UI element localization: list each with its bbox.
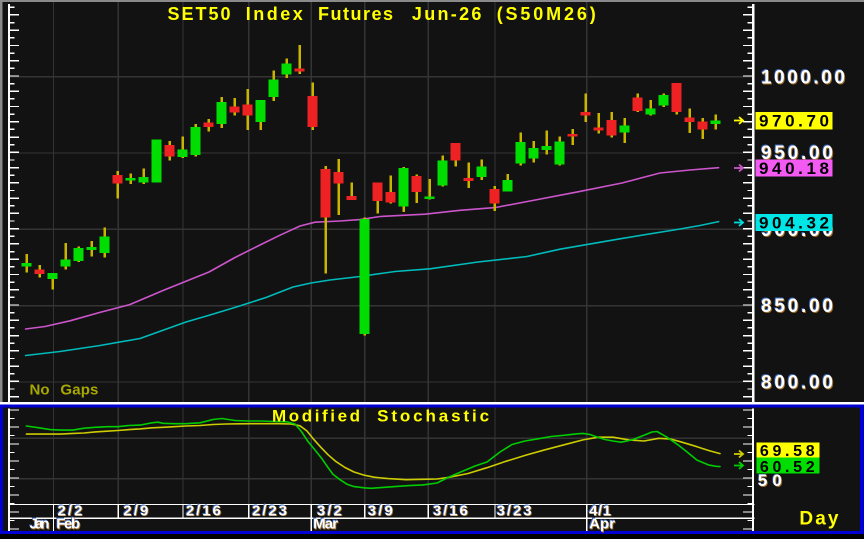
- svg-text:2/2: 2/2: [57, 502, 82, 519]
- svg-text:904.32: 904.32: [759, 214, 829, 233]
- svg-text:4/1: 4/1: [589, 502, 611, 519]
- svg-text:950.00: 950.00: [760, 142, 832, 163]
- svg-text:3/2: 3/2: [316, 502, 341, 519]
- svg-text:3/2: 3/2: [317, 502, 342, 519]
- svg-text:Feb: Feb: [56, 516, 80, 533]
- svg-text:Mar: Mar: [312, 515, 337, 532]
- svg-text:3/9: 3/9: [367, 502, 392, 519]
- svg-text:4/1: 4/1: [590, 503, 612, 520]
- svg-text:2/16: 2/16: [186, 502, 221, 519]
- svg-text:800.00: 800.00: [761, 373, 833, 394]
- svg-text:2/2: 2/2: [58, 503, 83, 520]
- svg-text:Feb: Feb: [57, 516, 81, 533]
- svg-text:3/2: 3/2: [318, 503, 343, 520]
- svg-text:Stochastic: Stochastic: [377, 406, 489, 425]
- svg-text:Apr: Apr: [588, 515, 614, 532]
- svg-text:Gaps: Gaps: [60, 382, 98, 399]
- svg-text:3/9: 3/9: [368, 502, 393, 519]
- svg-text:(S50M26): (S50M26): [497, 4, 596, 24]
- svg-text:850.00: 850.00: [761, 296, 833, 317]
- svg-text:940.18: 940.18: [759, 159, 829, 178]
- svg-text:2/9: 2/9: [123, 502, 148, 519]
- svg-text:3/23: 3/23: [497, 502, 532, 519]
- svg-text:Jun-26: Jun-26: [412, 4, 482, 24]
- svg-text:Index: Index: [246, 4, 303, 24]
- svg-text:1000.00: 1000.00: [760, 67, 844, 88]
- svg-text:Feb: Feb: [55, 515, 79, 532]
- svg-text:69.58: 69.58: [760, 443, 815, 460]
- svg-text:1000.00: 1000.00: [762, 68, 846, 89]
- svg-text:Mar: Mar: [313, 516, 338, 533]
- svg-text:2/9: 2/9: [123, 502, 148, 519]
- svg-text:Modified: Modified: [272, 406, 360, 425]
- svg-text:4/1: 4/1: [588, 502, 610, 519]
- svg-text:Apr: Apr: [589, 516, 615, 533]
- svg-text:Apr: Apr: [590, 516, 616, 533]
- svg-text:Mar: Mar: [314, 516, 339, 533]
- svg-text:850.00: 850.00: [760, 295, 832, 316]
- svg-text:3/16: 3/16: [433, 502, 468, 519]
- svg-text:1000.00: 1000.00: [761, 68, 845, 89]
- svg-text:800.00: 800.00: [760, 372, 832, 393]
- svg-text:Day: Day: [799, 508, 838, 529]
- svg-text:No: No: [30, 382, 50, 399]
- svg-text:Jan: Jan: [29, 515, 49, 532]
- svg-text:60.52: 60.52: [760, 459, 815, 476]
- svg-text:Jan: Jan: [30, 516, 50, 533]
- svg-text:2/2: 2/2: [58, 502, 83, 519]
- svg-text:800.00: 800.00: [762, 373, 834, 394]
- svg-text:3/9: 3/9: [369, 503, 394, 520]
- svg-text:970.70: 970.70: [759, 112, 829, 131]
- svg-text:850.00: 850.00: [762, 297, 834, 318]
- svg-text:950.00: 950.00: [761, 143, 833, 164]
- svg-text:Futures: Futures: [318, 4, 393, 24]
- svg-text:SET50: SET50: [168, 4, 231, 24]
- svg-text:Jan: Jan: [30, 516, 50, 533]
- svg-text:2/23: 2/23: [252, 502, 287, 519]
- svg-text:2/9: 2/9: [124, 503, 149, 520]
